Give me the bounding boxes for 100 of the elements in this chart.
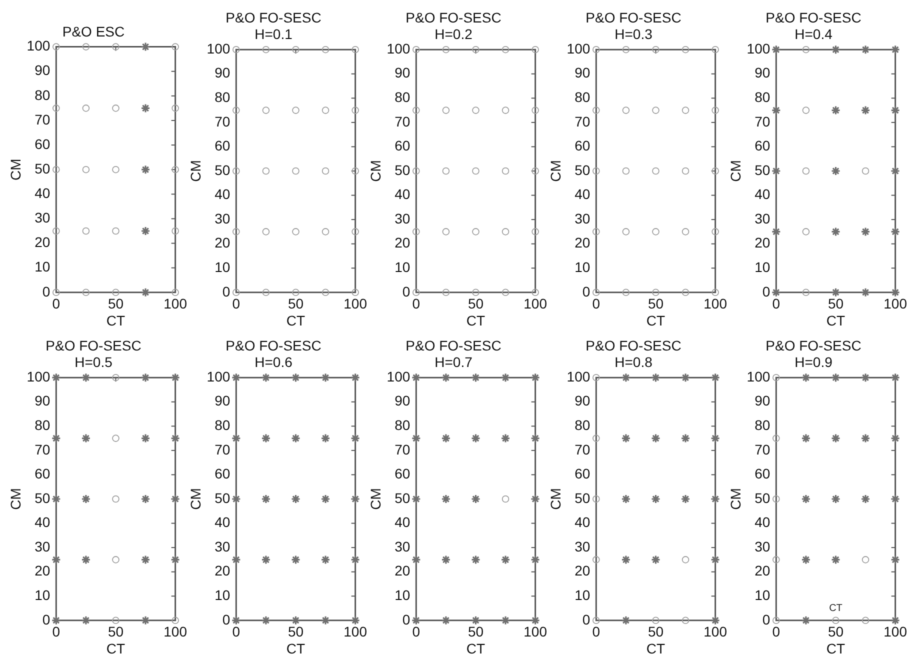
y-tick-label: 20 (34, 562, 50, 579)
point (502, 288, 510, 296)
chart-title: P&O FO-SESC (406, 9, 502, 26)
point (532, 167, 539, 175)
y-tick-label: 0 (222, 611, 230, 628)
y-tick-label: 80 (34, 417, 50, 434)
point (650, 494, 661, 504)
point (322, 167, 330, 175)
point (52, 227, 60, 235)
chart-subtitle: H=0.1 (254, 26, 293, 42)
point (352, 106, 359, 114)
point (82, 227, 90, 235)
chart-title: P&O FO-SESC (46, 337, 142, 354)
point (442, 106, 450, 114)
point (322, 106, 330, 114)
point (442, 167, 450, 175)
y-axis-title: CM (7, 158, 24, 180)
x-tick-label: 0 (592, 296, 600, 312)
y-tick-label: 50 (34, 160, 50, 176)
point (771, 166, 781, 176)
point (170, 554, 180, 564)
x-tick-label: 100 (704, 296, 728, 312)
point (112, 288, 120, 296)
point (771, 44, 781, 54)
point (712, 167, 719, 175)
point (890, 288, 900, 298)
x-axis-title: CT (826, 640, 846, 656)
x-tick-label: 0 (232, 624, 240, 640)
point (592, 228, 600, 236)
y-tick-label: 20 (214, 234, 230, 251)
point (81, 434, 91, 444)
x-axis-title: CT (646, 312, 666, 328)
chart-title: P&O FO-SESC (766, 337, 862, 354)
point (712, 228, 719, 236)
x-tick-label: 100 (344, 296, 368, 312)
y-tick-label: 90 (574, 392, 590, 409)
point (592, 46, 600, 54)
point (441, 372, 451, 382)
point (82, 288, 90, 296)
y-tick-label: 50 (754, 490, 770, 506)
y-tick-label: 70 (214, 113, 230, 130)
point (441, 554, 451, 564)
point (650, 434, 661, 444)
point (802, 46, 810, 54)
point (710, 494, 720, 504)
point (51, 554, 61, 564)
point (530, 616, 540, 626)
x-tick-label: 50 (648, 624, 664, 640)
x-tick-label: 100 (524, 624, 548, 640)
point (290, 434, 301, 444)
point (442, 46, 450, 54)
point (500, 554, 510, 564)
point (830, 494, 841, 504)
chart-subtitle: H=0.9 (794, 354, 833, 370)
point (320, 434, 330, 444)
point (652, 46, 660, 54)
point (680, 372, 690, 382)
point (442, 228, 450, 236)
x-tick-label: 50 (828, 624, 844, 640)
point (801, 616, 811, 626)
point (140, 226, 150, 236)
point (290, 554, 301, 564)
x-axis-title: CT (106, 640, 126, 656)
y-tick-label: 80 (574, 417, 590, 434)
point (231, 372, 241, 382)
chart-subtitle: H=0.4 (794, 26, 833, 42)
y-tick-label: 100 (26, 368, 50, 384)
y-tick-label: 50 (34, 490, 50, 506)
y-tick-label: 50 (214, 162, 230, 178)
point (592, 374, 600, 382)
point (51, 494, 61, 504)
point (682, 106, 690, 114)
y-tick-label: 20 (34, 234, 50, 250)
y-tick-label: 60 (214, 138, 230, 154)
x-tick-label: 100 (164, 296, 188, 312)
y-tick-label: 60 (754, 466, 770, 482)
y-tick-label: 90 (574, 64, 590, 81)
y-axis-title: CM (7, 488, 24, 510)
y-tick-label: 10 (214, 258, 230, 275)
point (860, 106, 870, 116)
point (112, 556, 120, 564)
point (232, 106, 240, 114)
x-axis-title: CT (646, 640, 666, 656)
point (830, 44, 841, 54)
x-tick-label: 0 (772, 624, 780, 640)
point (680, 434, 690, 444)
point (231, 494, 241, 504)
point (592, 106, 600, 114)
chart-subtitle: H=0.6 (254, 354, 293, 370)
point (890, 226, 900, 236)
y-tick-label: 40 (754, 514, 770, 530)
point (530, 434, 540, 444)
point (771, 106, 781, 116)
y-tick-label: 0 (222, 283, 230, 300)
point (682, 46, 690, 54)
y-tick-label: 10 (394, 258, 410, 275)
point (172, 616, 179, 624)
point (322, 46, 330, 54)
x-tick-label: 50 (108, 624, 124, 640)
point (472, 228, 480, 236)
